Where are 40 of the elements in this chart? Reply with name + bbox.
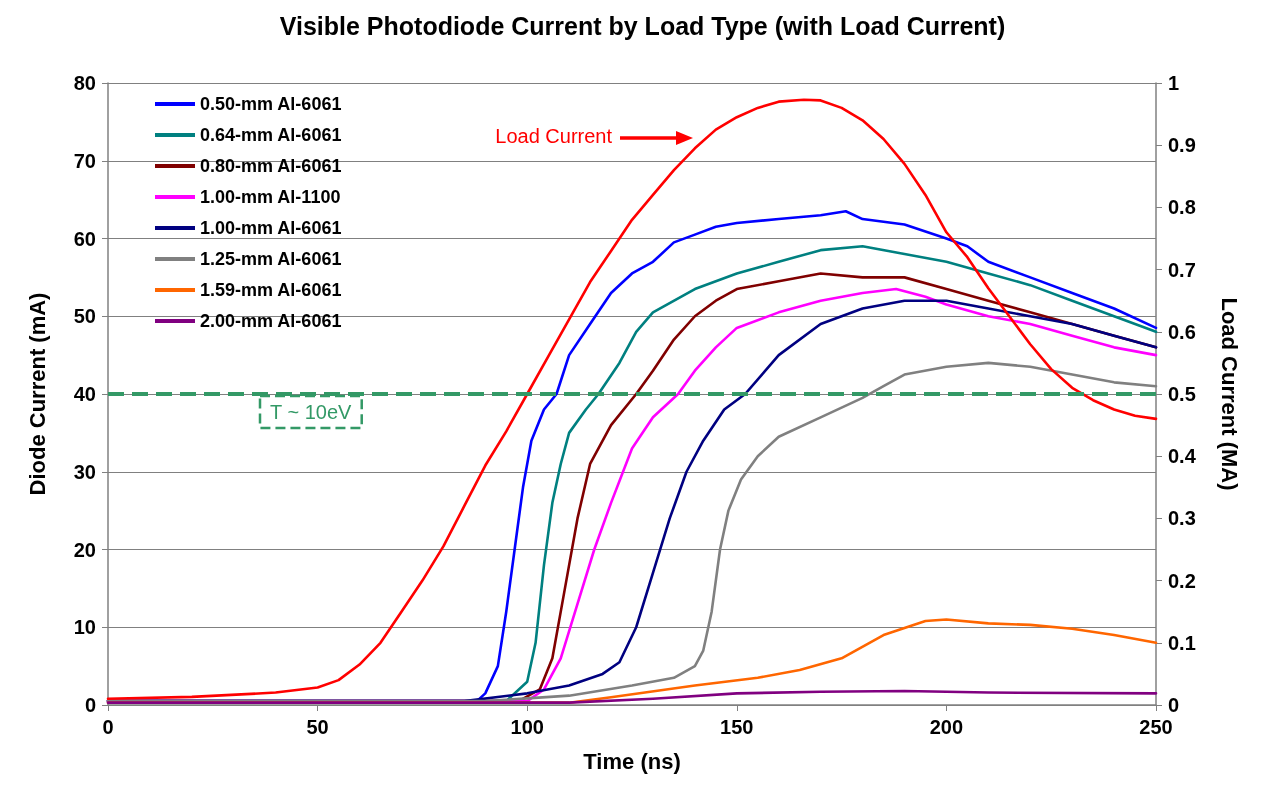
y2-axis-title: Load Current (MA) — [1216, 297, 1242, 491]
y-tick-label: 50 — [73, 305, 96, 328]
y2-tick-label: 0 — [1168, 694, 1180, 716]
legend-label: 0.50-mm Al-6061 — [200, 94, 342, 114]
y-tick-label: 70 — [73, 149, 96, 172]
y2-tick-label: 0.8 — [1168, 196, 1196, 219]
y-tick-label: 40 — [73, 383, 96, 405]
legend-label: 1.25-mm Al-6061 — [200, 249, 342, 269]
legend-label: 0.80-mm Al-6061 — [200, 156, 342, 176]
x-tick-label: 0 — [102, 716, 114, 738]
x-tick-label: 50 — [306, 716, 329, 738]
legend-label: 0.64-mm Al-6061 — [200, 125, 342, 145]
y2-tick-label: 0.4 — [1168, 445, 1197, 468]
y2-tick-label: 0.2 — [1168, 569, 1196, 592]
legend-label: 1.00-mm Al-1100 — [200, 187, 341, 207]
x-tick-label: 100 — [510, 716, 544, 738]
y-tick-label: 0 — [84, 694, 96, 716]
x-tick-label: 250 — [1139, 716, 1173, 738]
legend-label: 1.00-mm Al-6061 — [200, 218, 342, 238]
legend-label: 1.59-mm Al-6061 — [200, 280, 342, 300]
y-tick-label: 10 — [73, 616, 96, 639]
y2-tick-label: 0.5 — [1168, 383, 1196, 405]
x-tick-label: 150 — [720, 716, 754, 738]
y-tick-label: 30 — [73, 460, 96, 483]
ref-line-label: T ~ 10eV — [270, 401, 353, 423]
annotation: Load Current — [495, 125, 613, 147]
y2-tick-label: 0.9 — [1168, 134, 1196, 157]
x-axis-title: Time (ns) — [583, 748, 681, 774]
y-axis-title: Diode Current (mA) — [24, 292, 50, 496]
y-tick-label: 60 — [73, 227, 96, 250]
y2-tick-label: 0.6 — [1168, 320, 1196, 343]
x-tick-label: 200 — [929, 716, 964, 738]
legend-label: 2.00-mm Al-6061 — [200, 311, 342, 331]
y2-tick-label: 0.3 — [1168, 507, 1196, 530]
y2-tick-label: 0.1 — [1168, 631, 1196, 654]
chart-title: Visible Photodiode Current by Load Type (with Load Current) — [279, 11, 1006, 40]
y2-tick-label: 0.7 — [1168, 258, 1196, 281]
y2-tick-label: 1 — [1168, 72, 1180, 94]
y-tick-label: 80 — [73, 72, 96, 94]
y-tick-label: 20 — [73, 538, 96, 561]
